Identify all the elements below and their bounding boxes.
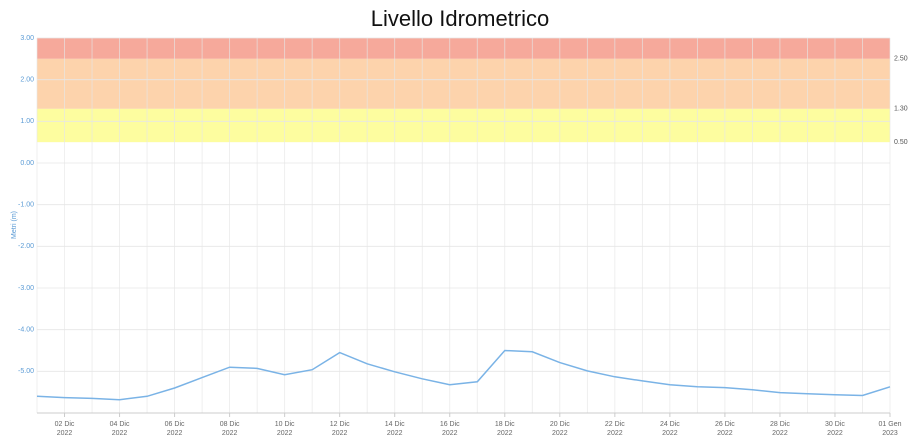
x-tick-label-line: 2022 — [662, 430, 678, 436]
x-tick-label-line: 20 Dic — [550, 421, 570, 428]
x-tick-label-line: 04 Dic — [110, 421, 130, 428]
y-tick-label: -1.00 — [18, 202, 34, 209]
x-tick-label-line: 2022 — [827, 430, 843, 436]
y-tick-label: -4.00 — [18, 327, 34, 334]
x-tick-label-line: 2022 — [607, 430, 623, 436]
x-tick-label: 01 Gen 2023 — [879, 421, 902, 436]
x-tick-label: 06 Dic 2022 — [165, 421, 185, 436]
y-tick-label: -3.00 — [18, 285, 34, 292]
threshold-band — [37, 108, 890, 143]
series-line — [36, 349, 891, 401]
x-tick-label: 14 Dic 2022 — [385, 421, 405, 436]
x-tick-label-line: 2022 — [222, 430, 238, 436]
x-tick-label-line: 2023 — [882, 430, 898, 436]
y-tick-label: 1.00 — [20, 118, 34, 125]
x-tick-label: 26 Dic 2022 — [715, 421, 735, 436]
y-axis-label: Metri (m) — [11, 211, 18, 239]
x-tick-label-line: 06 Dic — [165, 421, 185, 428]
chart-title: Livello Idrometrico — [371, 6, 550, 31]
band-label: 2.50 — [894, 56, 908, 63]
x-tick-label-line: 16 Dic — [440, 421, 460, 428]
x-tick-label: 10 Dic 2022 — [275, 421, 295, 436]
threshold-band — [37, 38, 890, 59]
x-tick-label: 18 Dic 2022 — [495, 421, 515, 436]
x-tick-label-line: 2022 — [57, 430, 73, 436]
x-tick-label: 20 Dic 2022 — [550, 421, 570, 436]
x-tick-label-line: 28 Dic — [770, 421, 790, 428]
x-tick-label-line: 2022 — [717, 430, 733, 436]
x-tick-label-line: 08 Dic — [220, 421, 240, 428]
x-tick-label-line: 2022 — [277, 430, 293, 436]
x-tick-label-line: 02 Dic — [55, 421, 75, 428]
x-tick-label-line: 12 Dic — [330, 421, 350, 428]
x-tick-label-line: 14 Dic — [385, 421, 405, 428]
x-tick-label-line: 01 Gen — [879, 421, 902, 428]
x-tick-label-line: 22 Dic — [605, 421, 625, 428]
x-tick-label: 08 Dic 2022 — [220, 421, 240, 436]
y-tick-label: 2.00 — [20, 77, 34, 84]
y-tick-label: 0.00 — [20, 160, 34, 167]
x-tick-label: 12 Dic 2022 — [330, 421, 350, 436]
x-tick-label-line: 2022 — [772, 430, 788, 436]
threshold-band — [37, 58, 890, 109]
x-tick-label: 16 Dic 2022 — [440, 421, 460, 436]
y-tick-label: -5.00 — [18, 368, 34, 375]
x-tick-label: 24 Dic 2022 — [660, 421, 680, 436]
y-tick-label: -2.00 — [18, 243, 34, 250]
x-tick-label: 30 Dic 2022 — [825, 421, 845, 436]
x-tick-label-line: 2022 — [552, 430, 568, 436]
band-label: 0.50 — [894, 139, 908, 146]
x-tick-label-line: 2022 — [387, 430, 403, 436]
x-tick-label-line: 30 Dic — [825, 421, 845, 428]
x-tick-label-line: 2022 — [497, 430, 513, 436]
x-tick-label-line: 24 Dic — [660, 421, 680, 428]
x-tick-label-line: 2022 — [167, 430, 183, 436]
x-tick-label-line: 2022 — [112, 430, 128, 436]
x-tick-label-line: 10 Dic — [275, 421, 295, 428]
x-tick-label-line: 26 Dic — [715, 421, 735, 428]
band-label: 1.30 — [894, 106, 908, 113]
x-tick-label-line: 2022 — [332, 430, 348, 436]
x-tick-label-line: 18 Dic — [495, 421, 515, 428]
x-tick-label: 28 Dic 2022 — [770, 421, 790, 436]
x-tick-label: 22 Dic 2022 — [605, 421, 625, 436]
y-tick-label: 3.00 — [20, 35, 34, 42]
x-tick-label-line: 2022 — [442, 430, 458, 436]
x-tick-label: 04 Dic 2022 — [110, 421, 130, 436]
x-tick-label: 02 Dic 2022 — [55, 421, 75, 436]
